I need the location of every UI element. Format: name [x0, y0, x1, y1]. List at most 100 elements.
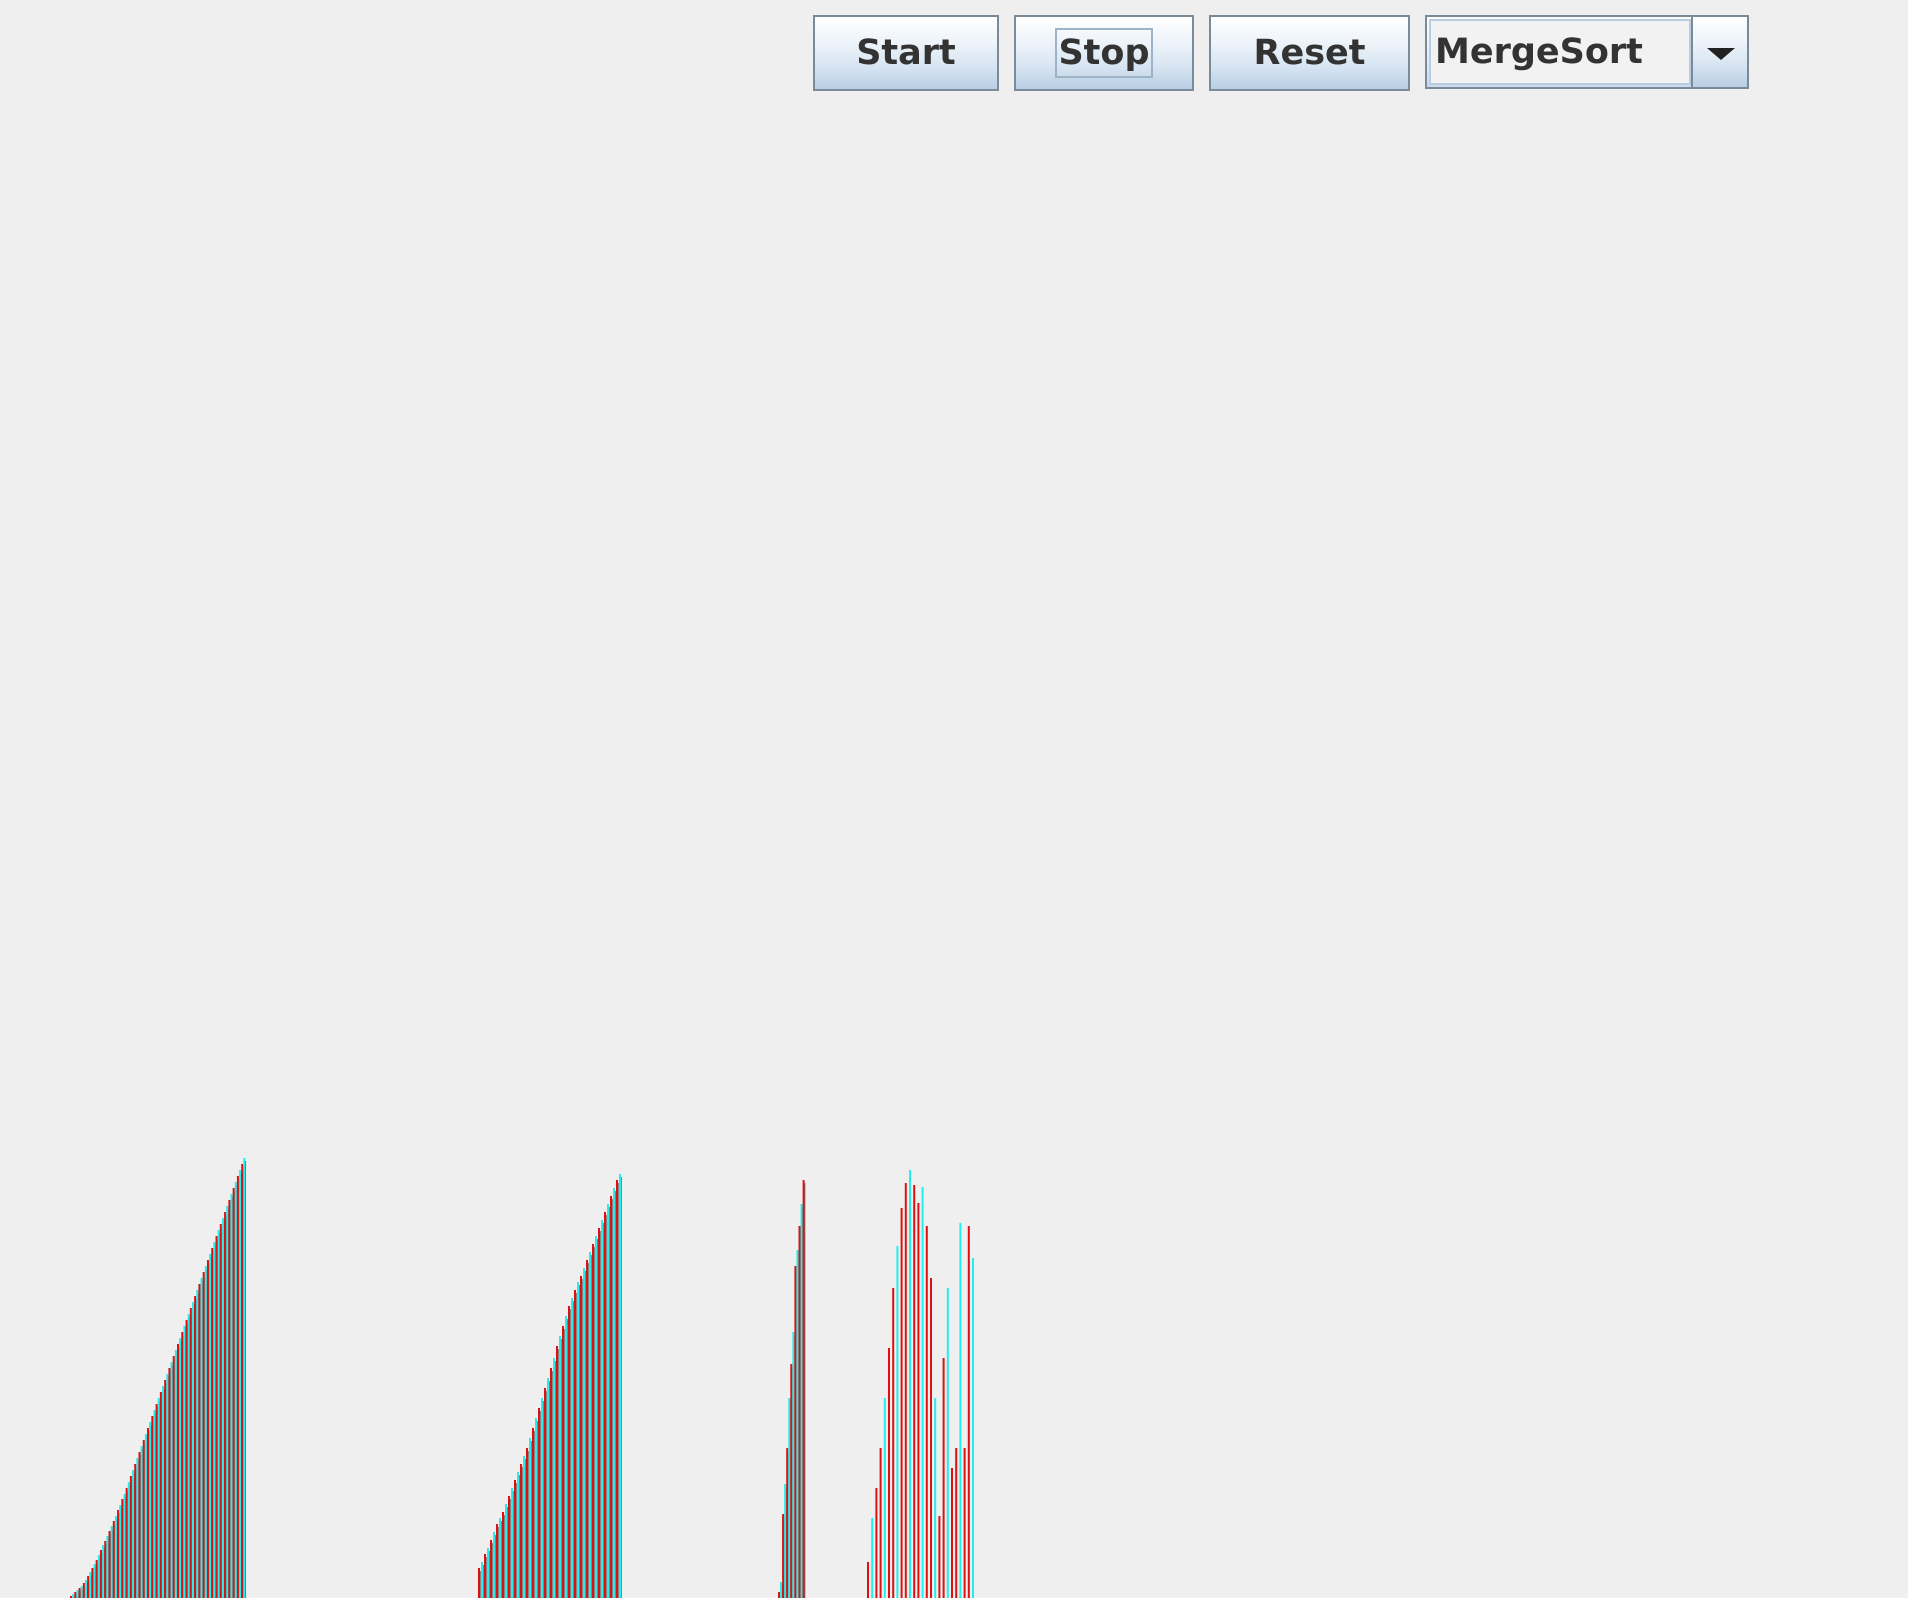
bar — [963, 1448, 966, 1598]
bar — [121, 1499, 124, 1598]
bar-edge — [585, 1271, 586, 1598]
bar — [520, 1464, 522, 1598]
bar — [586, 1260, 588, 1598]
bar — [487, 1548, 489, 1598]
bar — [102, 1545, 105, 1598]
bar — [955, 1448, 958, 1598]
bar — [784, 1484, 787, 1598]
bar — [523, 1456, 525, 1598]
bar — [202, 1272, 205, 1598]
bar — [925, 1226, 928, 1598]
bar — [792, 1332, 795, 1598]
bar — [70, 1596, 72, 1598]
bar — [583, 1268, 585, 1598]
bar — [219, 1224, 222, 1598]
bar — [538, 1408, 540, 1598]
bar — [559, 1336, 561, 1598]
bar — [514, 1480, 516, 1598]
bar — [213, 1242, 216, 1598]
bar-edge — [546, 1391, 547, 1598]
bar — [119, 1505, 122, 1598]
bar-edge — [567, 1319, 568, 1598]
stop-button[interactable]: Stop — [1014, 15, 1194, 91]
bar — [896, 1246, 899, 1598]
bar — [529, 1438, 531, 1598]
bar-edge — [588, 1263, 589, 1598]
bar-edge — [501, 1521, 502, 1598]
bar — [76, 1590, 79, 1598]
bar-edge — [594, 1247, 595, 1598]
bar-edge — [573, 1301, 574, 1598]
bar — [511, 1488, 513, 1598]
bar — [95, 1560, 98, 1598]
bar — [108, 1531, 111, 1598]
bar — [241, 1164, 244, 1598]
bar — [170, 1362, 173, 1598]
bar-edge — [519, 1475, 520, 1598]
bar — [967, 1226, 970, 1598]
bar — [187, 1314, 190, 1598]
bar — [183, 1326, 186, 1598]
bar-edge — [513, 1491, 514, 1598]
bar-edge — [504, 1515, 505, 1598]
bar-edge — [495, 1535, 496, 1598]
reset-button[interactable]: Reset — [1209, 15, 1410, 91]
bar — [535, 1418, 537, 1598]
bar — [802, 1180, 805, 1598]
bar — [232, 1188, 235, 1598]
bar-edge — [591, 1255, 592, 1598]
bar-edge — [558, 1349, 559, 1598]
bar — [239, 1170, 242, 1598]
bar — [215, 1236, 218, 1598]
bar-edge — [549, 1381, 550, 1598]
bar — [138, 1452, 141, 1598]
reset-button-label: Reset — [1253, 33, 1366, 73]
bar — [484, 1554, 486, 1598]
bar — [778, 1592, 780, 1598]
bar-edge — [245, 1161, 247, 1598]
bar — [80, 1586, 83, 1598]
bar — [544, 1388, 546, 1598]
dropdown-arrow-button[interactable] — [1691, 17, 1747, 87]
bar — [74, 1592, 77, 1598]
bar — [123, 1494, 126, 1598]
bar — [172, 1356, 175, 1598]
bar — [505, 1504, 507, 1598]
bar-group-1 — [70, 1158, 247, 1598]
bar — [200, 1278, 203, 1598]
bar — [568, 1306, 570, 1598]
algorithm-select[interactable]: MergeSort — [1425, 15, 1749, 89]
start-button[interactable]: Start — [813, 15, 999, 91]
bar-edge — [498, 1527, 499, 1598]
bar — [867, 1562, 869, 1598]
bar — [87, 1576, 90, 1598]
bar — [589, 1252, 591, 1598]
bar — [164, 1380, 167, 1598]
bar — [571, 1298, 573, 1598]
bar-edge — [606, 1215, 607, 1598]
bar — [541, 1398, 543, 1598]
bar-edge — [612, 1199, 613, 1598]
bar — [142, 1440, 145, 1598]
bar — [198, 1284, 201, 1598]
bar — [517, 1472, 519, 1598]
bar — [601, 1220, 603, 1598]
bar — [798, 1226, 801, 1598]
bar-edge — [483, 1565, 484, 1598]
bar — [194, 1296, 197, 1598]
bar — [155, 1404, 158, 1598]
bar — [481, 1562, 483, 1598]
bar — [959, 1223, 962, 1598]
bar — [136, 1458, 139, 1598]
bar — [93, 1564, 96, 1598]
bar — [780, 1582, 783, 1598]
bar-edge — [489, 1551, 490, 1598]
bar — [972, 1258, 974, 1598]
bar — [921, 1187, 924, 1598]
bar — [532, 1428, 534, 1598]
bar — [162, 1386, 165, 1598]
bar — [125, 1488, 128, 1598]
bar-edge — [579, 1285, 580, 1598]
bar — [526, 1448, 528, 1598]
bar — [234, 1182, 237, 1598]
